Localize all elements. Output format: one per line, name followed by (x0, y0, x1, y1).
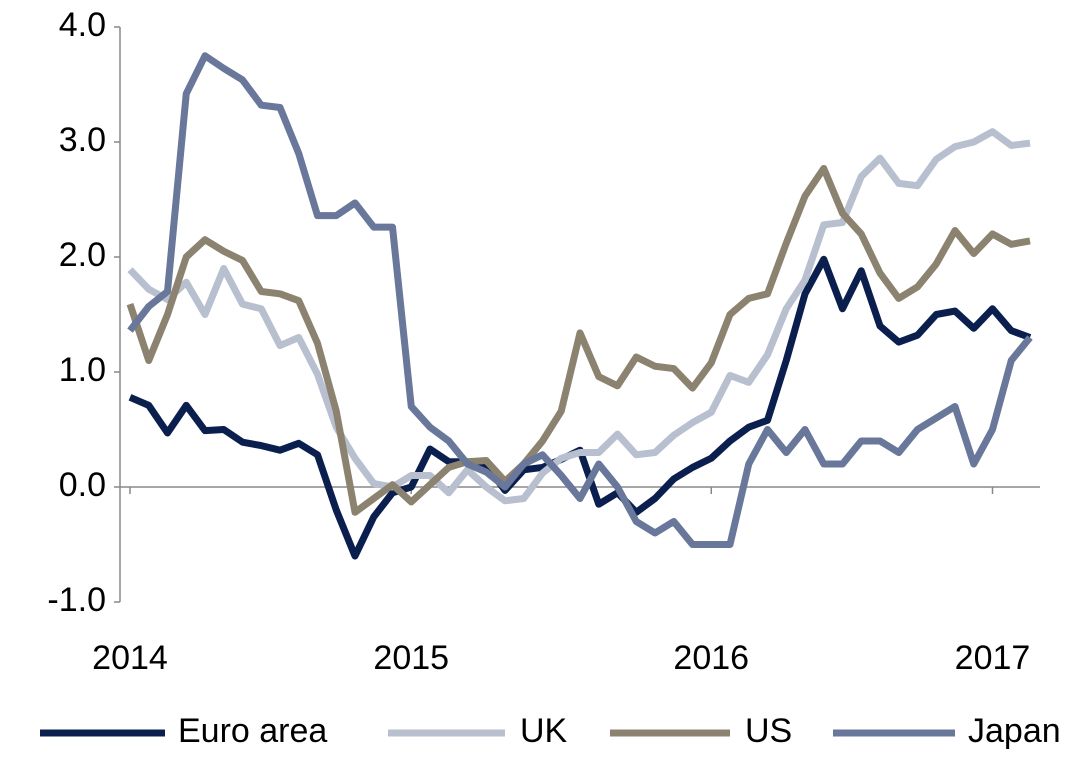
y-tick-label: 0.0 (59, 466, 106, 504)
x-tick-label: 2015 (373, 639, 449, 677)
legend-label: US (745, 712, 792, 750)
x-tick-label: 2016 (673, 639, 749, 677)
legend-label: UK (520, 712, 568, 750)
legend-label: Euro area (178, 712, 327, 750)
x-tick-label: 2014 (92, 639, 168, 677)
series-line (127, 128, 1031, 505)
x-tick-label: 2017 (955, 639, 1031, 677)
series-line (127, 52, 1033, 548)
y-tick-label: 2.0 (59, 236, 106, 274)
legend-label: Japan (968, 712, 1061, 750)
y-tick-label: 3.0 (59, 121, 106, 159)
y-tick-label: 1.0 (59, 351, 106, 389)
y-tick-label: 4.0 (59, 6, 106, 44)
series-line (128, 255, 1032, 560)
y-tick-label: -1.0 (47, 581, 106, 619)
series-line (126, 164, 1031, 516)
